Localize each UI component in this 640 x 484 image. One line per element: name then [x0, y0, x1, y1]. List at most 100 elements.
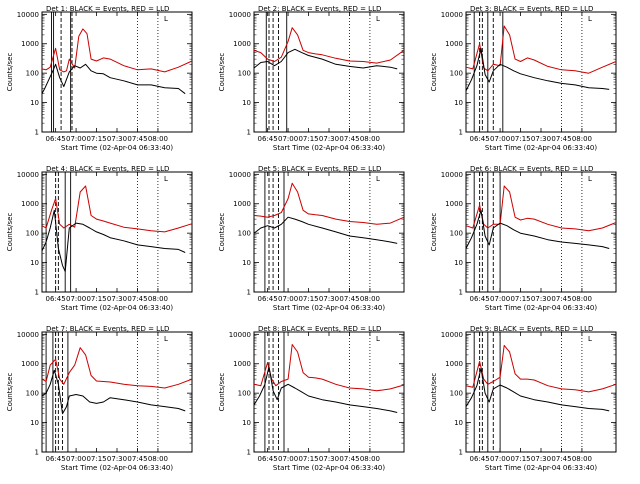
x-tick-label: 07:30 — [531, 295, 551, 303]
y-tick-label: 1 — [459, 129, 463, 137]
x-tick-label: 07:15 — [298, 135, 318, 143]
y-tick-label: 10000 — [441, 11, 463, 19]
y-axis-label: Counts/sec — [430, 373, 438, 412]
x-tick-label: 06:45 — [470, 295, 490, 303]
y-tick-label: 1 — [35, 449, 39, 457]
y-tick-label: 1 — [459, 289, 463, 297]
x-tick-label: 07:45 — [551, 295, 571, 303]
y-axis-label: Counts/sec — [218, 213, 226, 252]
y-tick-label: 1 — [459, 449, 463, 457]
x-tick-label: 07:45 — [339, 295, 359, 303]
x-tick-label: 07:30 — [319, 295, 339, 303]
y-axis-label: Counts/sec — [6, 373, 14, 412]
x-axis-label: Start Time (02-Apr-04 06:33:40) — [485, 144, 597, 152]
series-line-events — [465, 47, 610, 92]
y-tick-label: 100 — [238, 70, 251, 78]
y-tick-label: 100 — [238, 230, 251, 238]
series-line-lld — [41, 185, 193, 233]
x-axis-label: Start Time (02-Apr-04 06:33:40) — [485, 464, 597, 472]
x-tick-label: 07:00 — [66, 135, 86, 143]
series-line-lld — [41, 347, 193, 389]
corner-mark: L — [376, 335, 380, 343]
y-tick-label: 10 — [30, 419, 39, 427]
x-tick-label: 07:45 — [127, 135, 147, 143]
y-tick-label: 10 — [30, 259, 39, 267]
x-tick-label: 07:45 — [339, 135, 359, 143]
x-tick-label: 07:45 — [551, 135, 571, 143]
x-tick-label: 07:15 — [86, 455, 106, 463]
x-axis-label: Start Time (02-Apr-04 06:33:40) — [485, 304, 597, 312]
corner-mark: L — [164, 15, 168, 23]
x-tick-label: 07:15 — [86, 295, 106, 303]
panel-8: Det 8: BLACK = Events, RED = LLD Counts/s… — [218, 325, 405, 472]
y-tick-label: 1000 — [21, 200, 39, 208]
y-axis-label: Counts/sec — [430, 53, 438, 92]
plot-frame — [41, 171, 193, 293]
series-line-events — [41, 63, 186, 95]
x-tick-label: 07:15 — [510, 295, 530, 303]
x-tick-label: 07:30 — [531, 455, 551, 463]
x-tick-label: 07:00 — [278, 295, 298, 303]
x-tick-label: 07:00 — [278, 455, 298, 463]
panel-2: Det 2: BLACK = Events, RED = LLD Counts/s… — [218, 5, 405, 152]
y-axis-label: Counts/sec — [430, 213, 438, 252]
x-tick-label: 07:15 — [86, 135, 106, 143]
x-tick-label: 08:00 — [148, 455, 168, 463]
x-tick-label: 06:45 — [46, 135, 66, 143]
y-tick-label: 1000 — [21, 40, 39, 48]
y-tick-label: 10000 — [17, 331, 39, 339]
corner-mark: L — [376, 175, 380, 183]
series-line-events — [253, 48, 398, 70]
y-tick-label: 1000 — [445, 200, 463, 208]
panel-title: Det 1: BLACK = Events, RED = LLD — [46, 5, 169, 13]
y-tick-label: 10 — [454, 99, 463, 107]
panel-title: Det 2: BLACK = Events, RED = LLD — [258, 5, 381, 13]
x-tick-label: 07:30 — [107, 135, 127, 143]
y-tick-label: 10000 — [229, 331, 251, 339]
y-tick-label: 1000 — [233, 360, 251, 368]
x-tick-label: 07:00 — [490, 455, 510, 463]
y-tick-label: 10 — [242, 259, 251, 267]
y-tick-label: 100 — [238, 390, 251, 398]
x-tick-label: 07:30 — [319, 455, 339, 463]
y-tick-label: 1 — [35, 129, 39, 137]
x-tick-label: 07:45 — [127, 455, 147, 463]
y-tick-label: 1 — [247, 449, 251, 457]
y-axis-label: Counts/sec — [6, 53, 14, 92]
y-tick-label: 100 — [26, 230, 39, 238]
x-tick-label: 07:15 — [510, 455, 530, 463]
x-tick-label: 07:15 — [298, 455, 318, 463]
x-tick-label: 06:45 — [258, 455, 278, 463]
x-tick-label: 07:30 — [531, 135, 551, 143]
series-line-lld — [41, 28, 193, 73]
x-axis-label: Start Time (02-Apr-04 06:33:40) — [273, 144, 385, 152]
series-line-lld — [465, 25, 617, 74]
x-axis-label: Start Time (02-Apr-04 06:33:40) — [273, 464, 385, 472]
series-line-lld — [253, 344, 405, 392]
x-tick-label: 07:45 — [339, 455, 359, 463]
x-axis-label: Start Time (02-Apr-04 06:33:40) — [61, 144, 173, 152]
panel-5: Det 5: BLACK = Events, RED = LLD Counts/s… — [218, 165, 405, 312]
series-line-lld — [465, 185, 617, 232]
y-tick-label: 1000 — [445, 360, 463, 368]
y-tick-label: 10 — [242, 419, 251, 427]
x-axis-label: Start Time (02-Apr-04 06:33:40) — [61, 304, 173, 312]
x-tick-label: 07:30 — [319, 135, 339, 143]
x-tick-label: 07:00 — [490, 135, 510, 143]
y-tick-label: 1000 — [21, 360, 39, 368]
x-tick-label: 07:00 — [66, 295, 86, 303]
panel-7: Det 7: BLACK = Events, RED = LLD Counts/s… — [6, 325, 193, 472]
x-tick-label: 07:30 — [107, 455, 127, 463]
x-tick-label: 08:00 — [360, 135, 380, 143]
panel-9: Det 9: BLACK = Events, RED = LLD Counts/s… — [430, 325, 617, 472]
panel-title: Det 6: BLACK = Events, RED = LLD — [470, 165, 593, 173]
y-tick-label: 100 — [26, 390, 39, 398]
panel-4: Det 4: BLACK = Events, RED = LLD Counts/s… — [6, 165, 193, 312]
panel-title: Det 5: BLACK = Events, RED = LLD — [258, 165, 381, 173]
y-tick-label: 10 — [242, 99, 251, 107]
x-tick-label: 07:45 — [551, 455, 571, 463]
panel-1: Det 1: BLACK = Events, RED = LLD Counts/s… — [6, 5, 193, 152]
series-line-events — [253, 366, 398, 413]
y-tick-label: 100 — [450, 390, 463, 398]
